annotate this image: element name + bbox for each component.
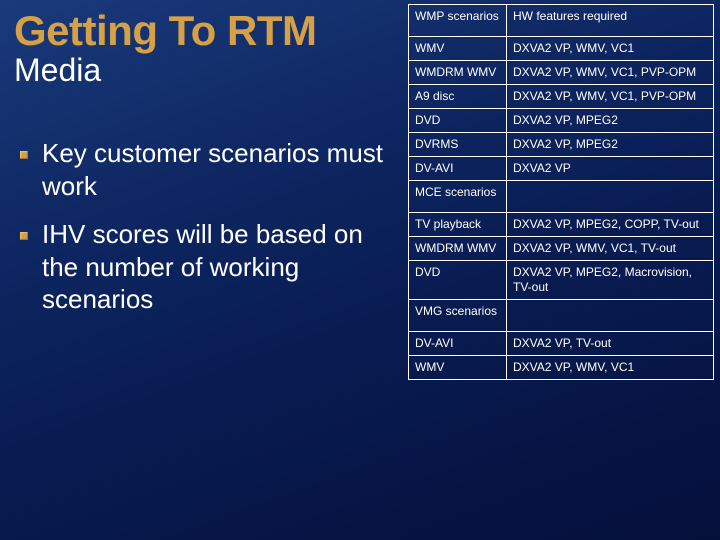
table-cell: DXVA2 VP, WMV, VC1, TV-out (507, 237, 714, 261)
table-cell: WMV (409, 37, 507, 61)
table-cell (507, 181, 714, 213)
table-cell: WMV (409, 356, 507, 380)
table-cell: MCE scenarios (409, 181, 507, 213)
table-body: WMP scenarios HW features required WMV D… (409, 5, 714, 380)
table-cell: DV-AVI (409, 332, 507, 356)
table-cell: WMP scenarios (409, 5, 507, 37)
table-cell: DVD (409, 261, 507, 300)
table-cell: DVRMS (409, 133, 507, 157)
table-cell: DXVA2 VP, TV-out (507, 332, 714, 356)
table-row: DV-AVI DXVA2 VP (409, 157, 714, 181)
table-row: DVD DXVA2 VP, MPEG2, Macrovision, TV-out (409, 261, 714, 300)
table-cell: DVD (409, 109, 507, 133)
table-cell: DXVA2 VP, WMV, VC1 (507, 37, 714, 61)
list-item: Key customer scenarios must work (20, 137, 394, 202)
table-row: A9 disc DXVA2 VP, WMV, VC1, PVP-OPM (409, 85, 714, 109)
table-cell: A9 disc (409, 85, 507, 109)
table-row: WMP scenarios HW features required (409, 5, 714, 37)
table-cell: DXVA2 VP, MPEG2 (507, 109, 714, 133)
bullet-text: Key customer scenarios must work (42, 137, 394, 202)
table-row: DVD DXVA2 VP, MPEG2 (409, 109, 714, 133)
bullet-text: IHV scores will be based on the number o… (42, 218, 394, 316)
table-cell: DXVA2 VP (507, 157, 714, 181)
table-cell: WMDRM WMV (409, 237, 507, 261)
table-cell: DXVA2 VP, MPEG2, Macrovision, TV-out (507, 261, 714, 300)
table-row: WMV DXVA2 VP, WMV, VC1 (409, 356, 714, 380)
table-row: WMDRM WMV DXVA2 VP, WMV, VC1, TV-out (409, 237, 714, 261)
table-cell: DXVA2 VP, WMV, VC1 (507, 356, 714, 380)
table-row: MCE scenarios (409, 181, 714, 213)
table-cell: DXVA2 VP, MPEG2 (507, 133, 714, 157)
table-cell: DXVA2 VP, WMV, VC1, PVP-OPM (507, 85, 714, 109)
table-row: DVRMS DXVA2 VP, MPEG2 (409, 133, 714, 157)
bullet-list: Key customer scenarios must work IHV sco… (14, 101, 394, 332)
bullet-icon (20, 232, 28, 240)
table-cell: DXVA2 VP, WMV, VC1, PVP-OPM (507, 61, 714, 85)
table-cell: HW features required (507, 5, 714, 37)
table-row: TV playback DXVA2 VP, MPEG2, COPP, TV-ou… (409, 213, 714, 237)
table-cell: VMG scenarios (409, 300, 507, 332)
requirements-table: WMP scenarios HW features required WMV D… (408, 4, 714, 380)
requirements-table-container: WMP scenarios HW features required WMV D… (408, 4, 714, 380)
slide: Getting To RTM Media Key customer scenar… (0, 0, 720, 540)
table-row: VMG scenarios (409, 300, 714, 332)
table-row: DV-AVI DXVA2 VP, TV-out (409, 332, 714, 356)
bullet-icon (20, 151, 28, 159)
table-row: WMDRM WMV DXVA2 VP, WMV, VC1, PVP-OPM (409, 61, 714, 85)
list-item: IHV scores will be based on the number o… (20, 218, 394, 316)
table-cell: DV-AVI (409, 157, 507, 181)
table-cell (507, 300, 714, 332)
table-cell: TV playback (409, 213, 507, 237)
table-row: WMV DXVA2 VP, WMV, VC1 (409, 37, 714, 61)
table-cell: WMDRM WMV (409, 61, 507, 85)
table-cell: DXVA2 VP, MPEG2, COPP, TV-out (507, 213, 714, 237)
